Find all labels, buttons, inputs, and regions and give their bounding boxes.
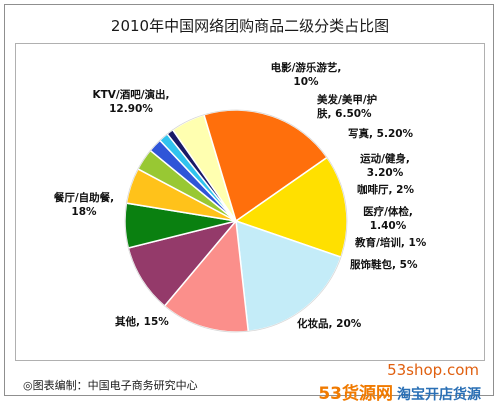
slice-label-9: 化妆品, 20% xyxy=(297,317,362,330)
slice-label-text: 10% xyxy=(293,76,319,88)
slice-label-text: 化妆品, 20% xyxy=(297,317,362,330)
slice-label-text: 医疗/体检, xyxy=(363,205,413,218)
source-credit: ◎图表编制：中国电子商务研究中心 xyxy=(23,379,198,392)
chart-title: 2010年中国网络团购商品二级分类占比图 xyxy=(110,17,390,35)
slice-label-text: 1.40% xyxy=(370,220,407,232)
slice-label-7: 教育/培训, 1% xyxy=(354,236,427,249)
watermark-url: 53shop.com xyxy=(387,361,479,379)
slice-label-12: KTV/酒吧/演出, 12.90% xyxy=(92,88,169,115)
slice-label-text: 写真, 5.20% xyxy=(348,127,414,140)
slice-label-3: 写真, 5.20% xyxy=(348,127,414,140)
slice-label-1: 电影/游乐游艺, 10% xyxy=(271,61,342,88)
slice-label-10: 其他, 15% xyxy=(115,315,169,328)
slice-label-2: 美发/美甲/护肤, 6.50% xyxy=(317,93,377,120)
slice-label-text: 咖啡厅, 2% xyxy=(357,183,414,196)
plot-area xyxy=(15,43,485,361)
slice-label-text: 3.20% xyxy=(367,167,404,179)
slice-label-text: 服饰鞋包, 5% xyxy=(350,258,418,271)
slice-label-text: 18% xyxy=(71,206,97,218)
pie-outline xyxy=(124,109,348,333)
slice-label-text: 其他, 15% xyxy=(115,315,169,328)
slice-label-11: 餐厅/自助餐, 18% xyxy=(53,191,114,218)
slice-label-text: KTV/酒吧/演出, xyxy=(92,88,169,101)
slice-label-text: 电影/游乐游艺, xyxy=(271,61,342,74)
watermark-brand-name: 53货源网 xyxy=(318,384,393,404)
slice-label-text: 教育/培训, 1% xyxy=(354,236,427,249)
watermark-brand-slogan: 淘宝开店货源 xyxy=(397,387,481,403)
slice-label-text: 12.90% xyxy=(109,103,153,115)
slice-label-5: 咖啡厅, 2% xyxy=(357,183,414,196)
slice-label-6: 医疗/体检, 1.40% xyxy=(363,205,413,232)
slice-label-text: 餐厅/自助餐, xyxy=(53,191,114,204)
slice-label-text: 运动/健身, xyxy=(360,152,410,165)
slice-label-text: 肤, 6.50% xyxy=(317,107,372,120)
pie-chart: 电影/游乐游艺, 10% 美发/美甲/护肤, 6.50% 写真, 5.20% 运动/健身… xyxy=(53,61,427,333)
slice-label-8: 服饰鞋包, 5% xyxy=(350,258,418,271)
watermark-brand: 53货源网 淘宝开店货源 xyxy=(318,379,481,404)
slice-label-4: 运动/健身, 3.20% xyxy=(360,152,410,179)
slice-label-text: 美发/美甲/护 xyxy=(317,93,377,106)
chart-frame: 2010年中国网络团购商品二级分类占比图 电影/游乐游艺, 10% 美发/美甲/护肤… xyxy=(4,4,494,404)
